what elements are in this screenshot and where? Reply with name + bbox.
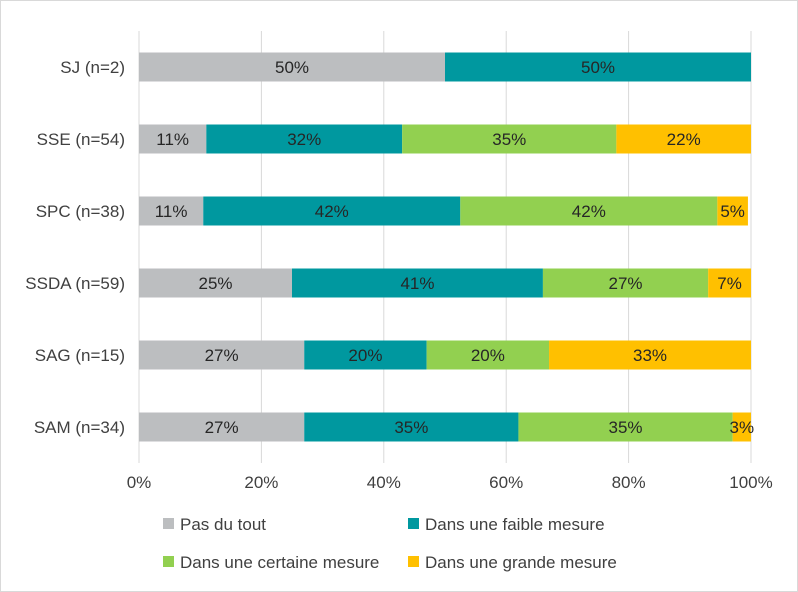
bar-segment (206, 124, 403, 154)
legend-label: Pas du tout (180, 515, 266, 534)
bar-segment (292, 268, 543, 298)
bar-segment (426, 340, 550, 370)
x-tick-label: 20% (244, 473, 278, 492)
bar-segment (542, 268, 709, 298)
data-label: 3% (730, 418, 755, 437)
bar-segment (139, 340, 305, 370)
bar-segment (732, 412, 751, 442)
bar-segment (139, 412, 305, 442)
data-label: 35% (609, 418, 643, 437)
data-label: 27% (205, 346, 239, 365)
legend-swatch (163, 518, 174, 529)
legend-swatch (408, 518, 419, 529)
data-label: 22% (667, 130, 701, 149)
data-label: 42% (572, 202, 606, 221)
bar-segment (445, 52, 751, 82)
bar-segment (139, 124, 207, 154)
bar-segment (139, 52, 445, 82)
legend-item: Pas du tout (163, 515, 266, 534)
legend-swatch (163, 556, 174, 567)
legend-item: Dans une grande mesure (408, 553, 617, 572)
data-label: 11% (155, 202, 188, 221)
bar-segment (402, 124, 617, 154)
data-label: 5% (720, 202, 745, 221)
category-label: SSDA (n=59) (25, 274, 125, 293)
x-tick-label: 40% (367, 473, 401, 492)
bar-segment (717, 196, 748, 226)
bar-segment (708, 268, 751, 298)
legend-label: Dans une certaine mesure (180, 553, 379, 572)
data-label: 41% (400, 274, 434, 293)
data-label: 27% (205, 418, 239, 437)
legend-swatch (408, 556, 419, 567)
data-label: 11% (156, 130, 189, 149)
bar-segment (203, 196, 461, 226)
category-label: SAG (n=15) (35, 346, 125, 365)
bar-segment (549, 340, 751, 370)
legend-label: Dans une grande mesure (425, 553, 617, 572)
legend-label: Dans une faible mesure (425, 515, 605, 534)
bar-segment (304, 340, 427, 370)
x-tick-label: 60% (489, 473, 523, 492)
data-label: 25% (198, 274, 232, 293)
category-label: SAM (n=34) (34, 418, 125, 437)
data-label: 20% (348, 346, 382, 365)
category-label: SPC (n=38) (36, 202, 125, 221)
category-label: SSE (n=54) (37, 130, 125, 149)
bar-segment (139, 196, 204, 226)
bar-segment (460, 196, 718, 226)
data-label: 27% (609, 274, 643, 293)
data-label: 35% (492, 130, 526, 149)
data-label: 32% (287, 130, 321, 149)
data-label: 7% (717, 274, 742, 293)
bar-segment (518, 412, 733, 442)
data-label: 50% (581, 58, 615, 77)
data-label: 50% (275, 58, 309, 77)
bar-segment (139, 268, 292, 298)
bar-segment (616, 124, 751, 154)
data-label: 42% (315, 202, 349, 221)
x-tick-label: 80% (612, 473, 646, 492)
legend-item: Dans une certaine mesure (163, 553, 379, 572)
data-label: 20% (471, 346, 505, 365)
legend-item: Dans une faible mesure (408, 515, 605, 534)
x-tick-label: 100% (729, 473, 772, 492)
bar-segment (304, 412, 519, 442)
data-label: 33% (633, 346, 667, 365)
category-label: SJ (n=2) (60, 58, 125, 77)
x-tick-label: 0% (127, 473, 152, 492)
data-label: 35% (394, 418, 428, 437)
